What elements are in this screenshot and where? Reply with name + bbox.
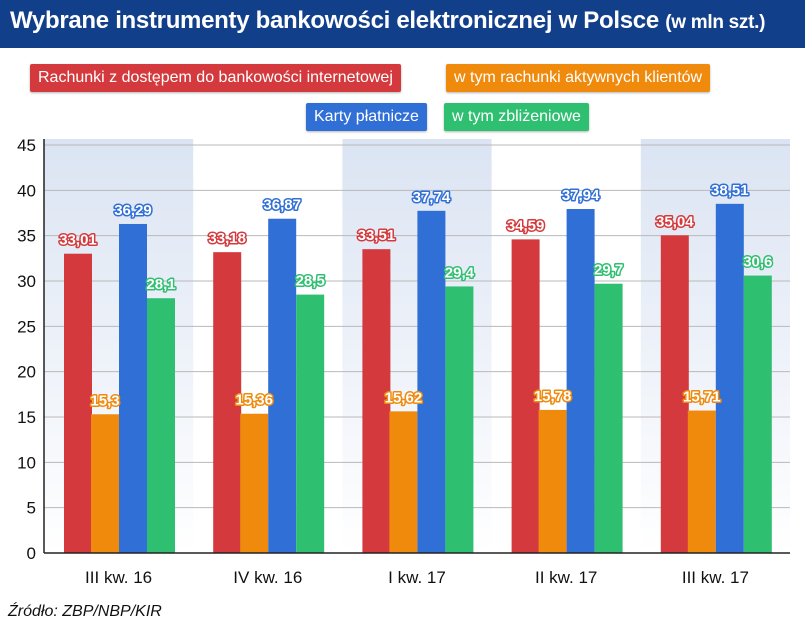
bar	[566, 209, 595, 553]
legend-item-cards: Karty płatnicze	[306, 103, 427, 131]
data-label: 33,18	[208, 230, 246, 247]
x-axis: III kw. 16 IV kw. 16 I kw. 17 II kw. 17 III …	[44, 552, 790, 587]
data-label: 33,01	[59, 232, 97, 249]
data-label: 34,59	[507, 217, 545, 234]
bars	[64, 203, 772, 554]
data-label: 35,04	[656, 213, 694, 230]
legend-item-contactless: w tym zbliżeniowe	[444, 103, 589, 131]
data-label: 15,36	[235, 392, 273, 409]
bar	[417, 210, 446, 553]
bar	[240, 413, 269, 553]
bar	[91, 414, 119, 553]
bar	[268, 218, 297, 553]
data-label: 29,7	[594, 262, 623, 279]
bar	[715, 203, 744, 554]
data-label: 28,5	[296, 273, 325, 290]
bar	[538, 409, 567, 553]
y-tick-label: 10	[17, 453, 36, 472]
data-label: 36,29	[114, 202, 152, 219]
y-tick-label: 15	[17, 408, 36, 427]
data-label: 37,94	[562, 187, 600, 204]
legend-item-active-accounts: w tym rachunki aktywnych klientów	[446, 64, 711, 92]
legend-label: Rachunki z dostępem do bankowości intern…	[38, 69, 393, 86]
chart-subtitle: (w mln szt.)	[665, 12, 766, 33]
y-tick-label: 5	[27, 499, 36, 518]
bar	[445, 286, 474, 553]
chart-title-text: Wybrane instrumenty bankowości elektroni…	[10, 7, 659, 34]
y-tick-label: 45	[17, 136, 36, 155]
title-bar: Wybrane instrumenty bankowości elektroni…	[0, 0, 805, 48]
legend-label: Karty płatnicze	[314, 108, 419, 125]
y-tick-label: 40	[17, 181, 36, 200]
legend-label: w tym rachunki aktywnych klientów	[454, 69, 703, 86]
y-tick-label: 30	[17, 272, 36, 291]
data-label: 28,1	[146, 276, 175, 293]
y-axis: 0 5 10 15 20 25 30 35 40 45	[17, 136, 45, 563]
data-label: 38,51	[711, 182, 749, 199]
x-tick-label: II kw. 17	[535, 568, 597, 587]
x-tick-label: IV kw. 16	[233, 568, 302, 587]
bar	[743, 275, 772, 553]
data-label: 30,6	[743, 254, 772, 271]
data-label: 33,51	[358, 227, 396, 244]
y-tick-label: 35	[17, 227, 36, 246]
bar	[213, 252, 242, 553]
bar	[64, 253, 92, 553]
y-tick-label: 0	[27, 544, 36, 563]
y-tick-label: 20	[17, 363, 36, 382]
x-tick-label: I kw. 17	[388, 568, 446, 587]
bar	[362, 249, 391, 553]
x-tick-label: III kw. 17	[682, 568, 749, 587]
bar	[594, 283, 623, 553]
bar	[119, 223, 147, 553]
source-note: Źródło: ZBP/NBP/KIR	[8, 603, 162, 620]
y-tick-label: 25	[17, 317, 36, 336]
data-label: 36,87	[263, 197, 301, 214]
legend-label: w tym zbliżeniowe	[452, 108, 581, 125]
data-label: 29,4	[445, 264, 475, 281]
data-labels: 33,01 33,18 33,51 34,59 35,04 15,3 15,36 15,62 1…	[58, 180, 774, 410]
bar	[660, 235, 689, 553]
bar	[296, 294, 325, 553]
bar	[389, 411, 418, 553]
bar	[147, 298, 175, 553]
data-label: 15,71	[683, 389, 721, 406]
legend-item-accounts: Rachunki z dostępem do bankowości intern…	[30, 64, 401, 92]
data-label: 37,74	[413, 189, 451, 206]
chart-title: Wybrane instrumenty bankowości elektroni…	[10, 7, 765, 35]
x-tick-label: III kw. 16	[85, 568, 152, 587]
data-label: 15,62	[385, 389, 423, 406]
data-label: 15,78	[534, 388, 572, 405]
bar	[511, 239, 540, 553]
data-label: 15,3	[90, 392, 119, 409]
bar	[687, 410, 716, 553]
